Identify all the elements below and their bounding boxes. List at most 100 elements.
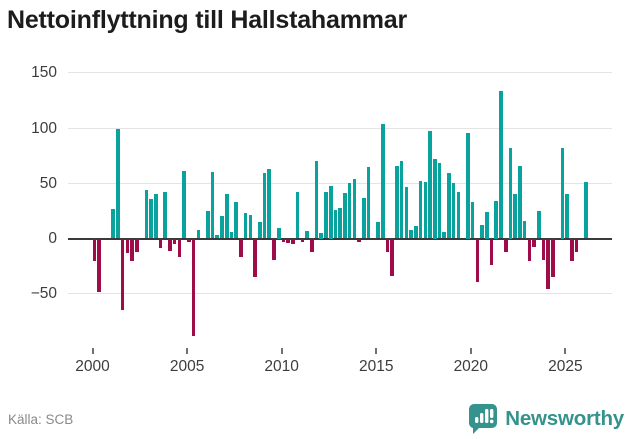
x-axis-tick-2025 [564,348,567,354]
bar-2013Q2 [343,193,347,239]
y-axis-label--50: −50 [30,285,57,303]
bar-2021Q3 [499,90,503,239]
bar-2007Q4 [239,238,243,258]
bar-2015Q3 [385,238,390,252]
bar-2019Q4 [466,132,470,239]
bar-2010Q4 [295,192,300,239]
brand-name: Newsworthy [505,407,624,430]
y-axis-label-150: 150 [31,64,57,82]
bar-2011Q2 [305,230,309,239]
bar-2014Q1 [357,238,361,242]
bar-2021Q2 [494,201,499,239]
y-axis-label-100: 100 [31,119,57,137]
bar-2023Q4 [541,238,546,260]
bar-2017Q1 [414,226,418,239]
x-axis-tick-2015 [375,348,378,354]
bar-2005Q2 [191,238,196,336]
bar-2007Q1 [224,194,229,239]
bar-2018Q1 [432,159,437,239]
bar-2012Q4 [333,209,338,239]
bar-2001Q4 [125,238,130,253]
bar-2009Q2 [267,168,272,239]
bar-2018Q2 [437,163,442,239]
bar-2024Q1 [546,238,551,290]
bar-2000Q1 [92,238,97,261]
bar-2003Q2 [153,194,158,239]
source-attribution: Källa: SCB [8,412,74,427]
bar-2013Q1 [338,207,342,239]
bar-2010Q2 [286,238,290,243]
bar-2022Q3 [518,165,522,239]
bar-2003Q3 [158,238,163,249]
x-axis-label-2010: 2010 [264,358,299,375]
y-axis-label-50: 50 [39,174,57,192]
bar-2006Q2 [210,172,215,239]
bar-2022Q2 [513,194,517,239]
bar-2009Q4 [276,227,281,239]
y-axis-label-0: 0 [48,230,57,247]
newsworthy-icon [468,403,498,435]
bar-2016Q2 [399,161,404,239]
chart-title: Nettoinflyttning till Hallstahammar [7,6,407,34]
bar-2011Q1 [300,238,305,242]
x-axis-tick-2000 [91,348,94,354]
bar-2025Q1 [565,194,569,239]
bar-2006Q3 [215,235,220,239]
bar-2002Q4 [144,189,149,239]
bar-2016Q4 [409,229,413,239]
bar-2012Q3 [328,185,333,239]
bar-2025Q3 [574,238,579,252]
x-axis-label-2025: 2025 [548,358,583,375]
bar-2014Q3 [366,166,371,239]
bar-2007Q2 [229,231,234,239]
bar-2016Q3 [404,186,409,239]
bar-2008Q4 [258,221,262,239]
bar-2012Q2 [324,192,328,239]
bar-2020Q3 [480,225,484,239]
bar-2004Q1 [168,238,172,251]
bar-2013Q4 [352,178,357,239]
bar-2008Q3 [253,238,257,278]
bar-2004Q2 [172,238,177,244]
gridline-150 [68,72,612,74]
bar-2001Q1 [111,208,115,239]
bar-2009Q1 [262,173,267,239]
bar-2017Q3 [423,182,428,239]
bar-2004Q3 [177,238,182,258]
bar-2018Q4 [447,173,451,239]
bar-2017Q4 [428,131,432,239]
bar-2014Q2 [362,197,366,239]
bar-2011Q4 [314,161,319,239]
bar-2009Q3 [272,238,276,260]
bar-2022Q4 [522,220,527,239]
x-axis-label-2015: 2015 [358,358,394,375]
bar-2005Q3 [196,229,201,239]
bar-2006Q1 [206,210,210,239]
bar-2013Q3 [347,183,352,239]
bar-2003Q1 [149,198,153,239]
bar-2020Q4 [485,212,489,239]
bar-2001Q3 [120,238,125,311]
bar-2000Q2 [97,238,101,292]
bar-2015Q4 [390,238,395,276]
bar-2008Q2 [248,215,253,239]
x-axis-tick-2020 [469,348,472,354]
bar-2010Q1 [281,238,286,242]
gridline-100 [68,127,612,129]
bar-2010Q3 [291,238,295,244]
bar-2021Q1 [489,238,494,265]
bar-2008Q1 [243,213,248,239]
bar-2021Q4 [503,238,508,252]
bar-2023Q3 [537,210,541,239]
x-axis-label-2005: 2005 [169,358,205,375]
bar-2011Q3 [310,238,314,252]
bar-2006Q4 [220,216,224,239]
bar-2019Q2 [456,192,461,239]
x-axis-tick-2010 [280,348,283,354]
bar-2018Q3 [442,231,447,239]
bar-2012Q1 [319,233,324,239]
bar-2003Q4 [163,192,168,239]
bar-2001Q2 [116,129,120,239]
bar-2016Q1 [395,165,399,239]
